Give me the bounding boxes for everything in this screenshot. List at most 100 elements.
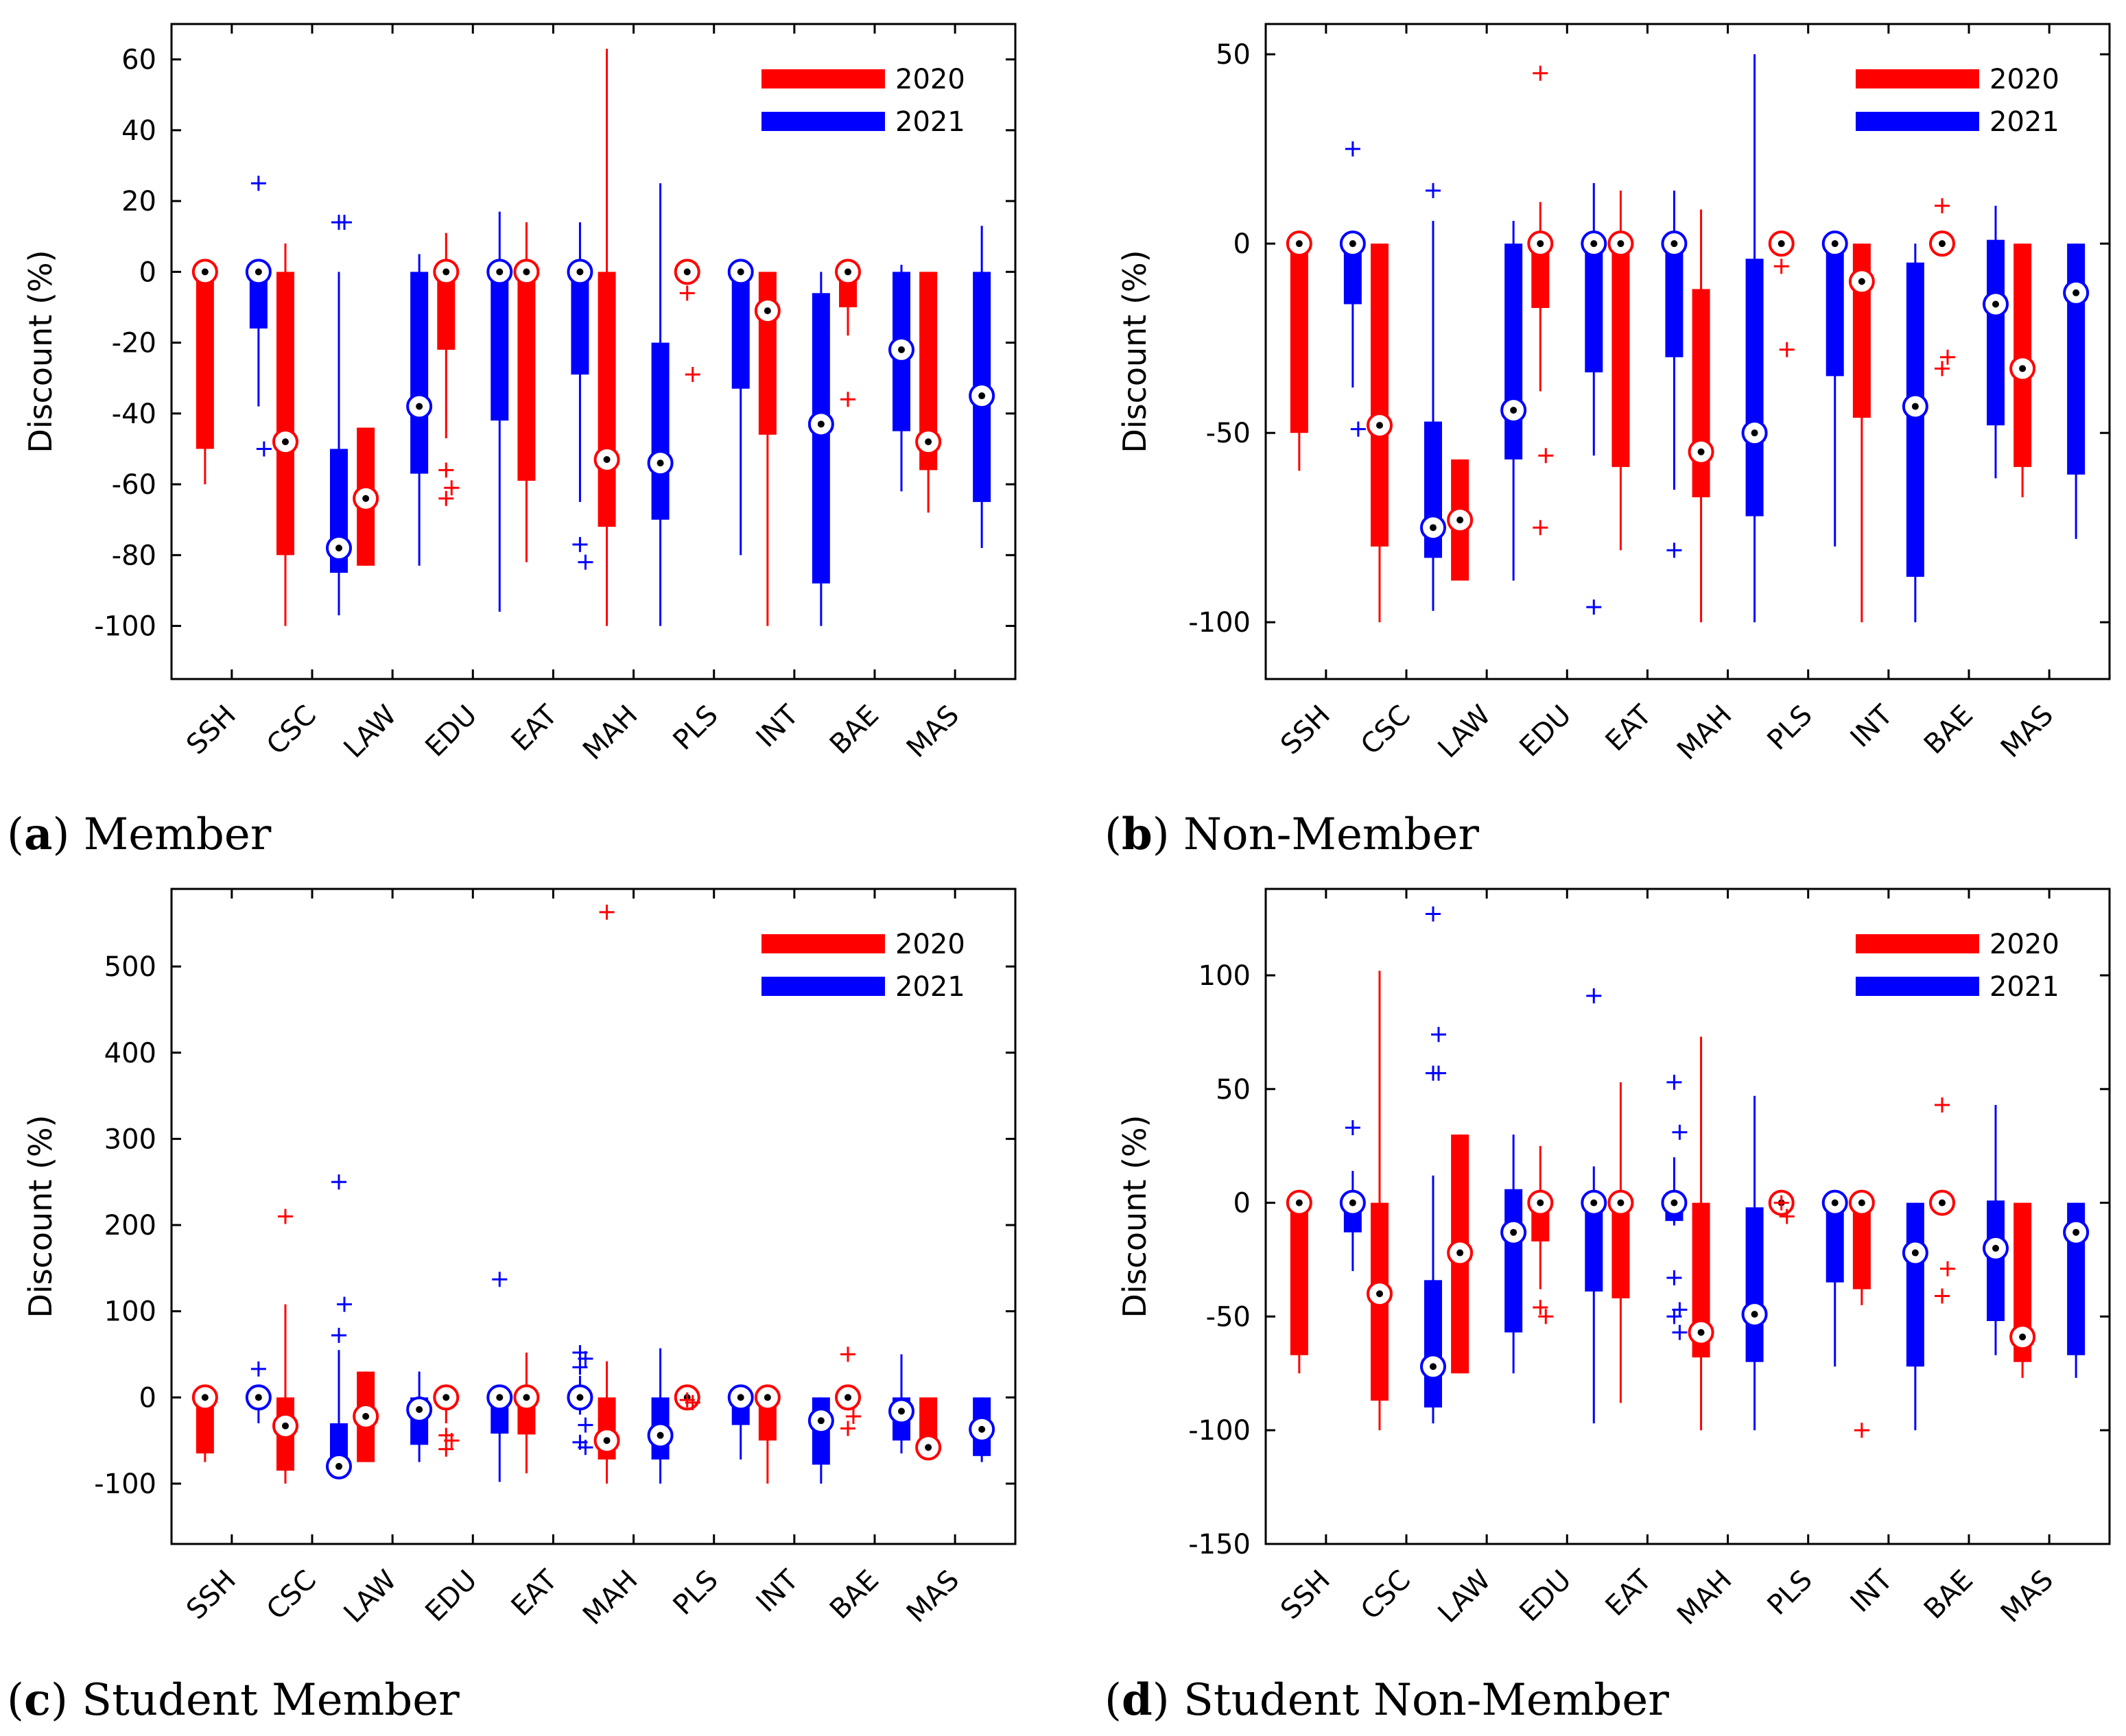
panel-caption: (a) Member [7,809,272,860]
y-tick-label: 40 [121,115,156,147]
legend-swatch-2020 [761,934,885,953]
median-dot [1911,403,1919,410]
panel-d: -150 -100 -50 0 50 100 Discount (%) SSH CSC LAW ED… [1105,888,2111,1726]
plot-frame [170,23,1017,680]
y-tick-label: -150 [1188,1529,1251,1560]
outlier-2021 [1666,543,1682,558]
box-2020 [1611,1202,1630,1298]
median-dot [255,268,262,276]
median-dot [603,455,611,463]
outlier-2020 [846,1409,861,1425]
box-2020 [1692,289,1710,498]
y-tick-label: -100 [1188,607,1251,639]
median-dot [255,1394,262,1401]
outlier-2020 [1538,448,1554,464]
median-dot [282,438,289,446]
median-dot [925,438,932,446]
y-tick-label: 50 [1216,39,1251,71]
median-dot [1456,516,1464,524]
outlier-2021 [1426,906,1441,922]
median-dot [1376,422,1383,429]
x-category-label: MAH [577,700,644,767]
median-dot [1510,407,1517,414]
box-2020 [1371,243,1389,547]
median-dot [1617,1199,1625,1206]
x-category-label: SSH [1275,700,1336,761]
median-dot [2019,1333,2027,1341]
outlier-2020 [1935,1097,1950,1113]
median-dot [576,1394,584,1401]
median-dot [898,346,905,353]
outlier-2020 [599,904,615,920]
y-tick-label: 100 [104,1296,156,1328]
y-tick-label: 400 [104,1038,156,1069]
panel-b: -100 -50 0 50 Discount (%) SSH CSC LAW EDU EAT MAH… [1105,23,2111,860]
box-2020 [598,272,616,527]
median-dot [362,495,370,502]
median-dot [657,460,664,467]
legend-swatch-2021 [1856,112,1979,131]
box-2020 [517,272,536,481]
outlier-2021 [250,1361,266,1377]
x-category-label: MAH [577,1565,644,1632]
median-dot [1858,278,1865,285]
median-dot [1992,300,1999,308]
median-dot [845,268,851,276]
outlier-2020 [438,490,454,506]
median-dot [1751,1311,1758,1318]
median-dot [1697,448,1705,455]
y-axis-label: Discount (%) [22,1115,59,1318]
legend-label: 2020 [895,929,965,960]
panel-a: -100 -80 -60 -40 -20 0 20 40 60 Discount (%) SSH CS… [7,23,1017,860]
y-tick-label: 300 [104,1123,156,1155]
box-2020 [1290,1202,1308,1355]
median-dot [1349,1199,1356,1206]
median-dot [817,1417,825,1425]
plot-frame [170,888,1017,1545]
outlier-2020 [685,1394,700,1410]
outlier-2020 [1773,259,1789,274]
median-dot [1537,240,1544,248]
box-2021 [1504,243,1523,460]
x-category-label: EAT [1600,1564,1658,1622]
outlier-2020 [1935,198,1950,213]
median-dot [1617,240,1625,248]
outlier-2020 [1935,361,1950,377]
outlier-2021 [578,1351,593,1366]
box-2021 [410,272,429,474]
outlier-2020 [1773,1195,1789,1211]
outlier-2020 [1940,1261,1955,1276]
median-dot [282,1422,289,1429]
outlier-2021 [1586,599,1602,615]
legend-swatch-2020 [761,69,885,88]
box-2021 [1585,1202,1603,1292]
median-dot [1831,1199,1839,1206]
outlier-2020 [1533,520,1548,536]
box-2021 [731,272,750,389]
x-category-label: CSC [261,1565,322,1626]
x-category-label: CSC [261,700,322,761]
box-2020 [196,272,214,449]
median-dot [1697,1329,1705,1336]
outlier-2021 [1350,421,1366,437]
y-tick-label: -40 [112,399,156,430]
legend-label: 2020 [1989,64,2059,95]
median-dot [496,268,504,276]
x-category-label: BAE [1918,1565,1979,1626]
box-2021 [1826,243,1844,377]
outlier-2020 [1935,1288,1950,1304]
x-category-label: INT [751,699,805,754]
x-category-label: INT [751,1564,805,1619]
outlier-2021 [492,1272,508,1287]
x-category-label: PLS [667,1565,724,1621]
legend-label: 2021 [1989,106,2059,138]
box-2020 [1852,1202,1871,1289]
outlier-2020 [1854,1423,1869,1438]
median-dot [2072,1228,2080,1236]
outlier-2020 [1940,349,1955,365]
median-dot [201,1394,209,1401]
median-dot [978,392,986,400]
outlier-2020 [840,1420,855,1436]
box-2020 [758,272,777,435]
median-dot [1777,240,1785,248]
